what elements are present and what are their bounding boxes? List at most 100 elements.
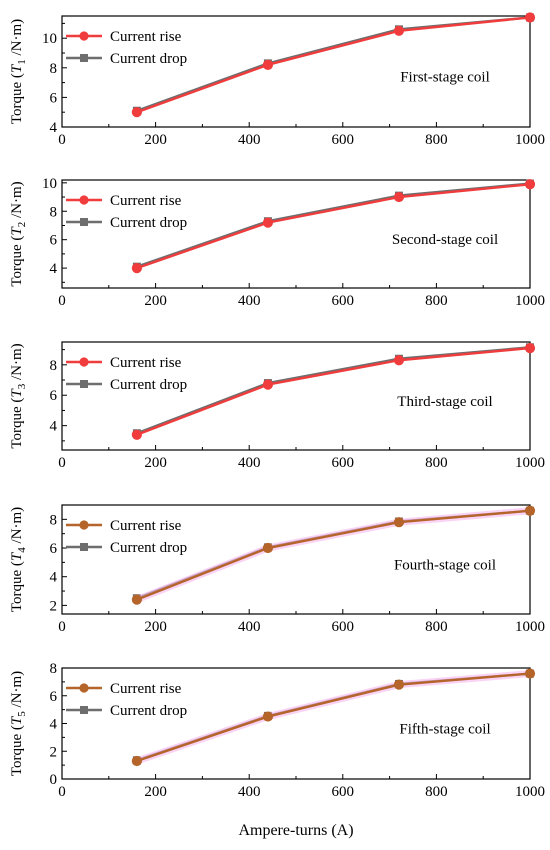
legend-marker [79, 683, 89, 693]
x-tick-label: 200 [144, 132, 167, 148]
series-line-current-rise [136, 346, 531, 436]
series-line-current-rise [136, 672, 531, 763]
x-tick-label: 1000 [515, 455, 545, 471]
series-line-current-rise [136, 509, 531, 601]
series-line-current-drop [136, 672, 531, 762]
x-tick-label: 200 [144, 619, 167, 635]
x-tick-label: 400 [238, 293, 261, 309]
legend-marker [80, 706, 88, 714]
y-tick-label: 6 [50, 541, 58, 557]
panel-4: 0 200 400 600 800 1000 2 4 6 8 Torque (T4 /N·m) Cur… [9, 504, 545, 635]
x-tick-label: 200 [144, 455, 167, 471]
panel-annotation: Third-stage coil [397, 394, 492, 410]
legend-label: Current drop [110, 377, 187, 393]
point-current-rise [524, 179, 536, 190]
point-current-rise [262, 379, 274, 390]
legend-label: Current rise [110, 518, 182, 534]
point-current-rise [524, 342, 536, 354]
x-tick-label: 800 [425, 619, 448, 635]
point-current-rise [393, 679, 405, 690]
point-current-rise [262, 217, 274, 228]
x-tick-label: 400 [238, 784, 261, 800]
legend-label: Current rise [110, 193, 182, 209]
point-current-rise [131, 594, 142, 605]
y-tick-label: 10 [42, 176, 57, 192]
y-tick-label: 4 [50, 419, 58, 435]
series-line-current-drop [136, 182, 531, 268]
y-tick-label: 4 [50, 261, 58, 277]
x-tick-label: 400 [238, 132, 261, 148]
x-tick-label: 0 [58, 619, 66, 635]
legend-marker [79, 357, 89, 367]
series-line-current-drop [136, 16, 531, 112]
point-current-rise [393, 355, 405, 366]
x-tick-label: 200 [144, 293, 167, 309]
x-tick-label: 400 [238, 619, 261, 635]
point-current-rise [393, 191, 405, 203]
x-tick-label: 1000 [515, 132, 545, 148]
legend-label: Current rise [110, 29, 182, 45]
point-current-rise [262, 711, 274, 722]
x-tick-label: 600 [332, 619, 355, 635]
legend-label: Current rise [110, 681, 182, 697]
point-current-rise [524, 12, 536, 23]
panel-annotation: First-stage coil [400, 70, 490, 86]
legend-marker [79, 195, 89, 205]
series-line-current-drop [136, 346, 531, 435]
point-current-rise [262, 59, 274, 70]
legend-label: Current drop [110, 51, 187, 67]
x-tick-label: 600 [332, 293, 355, 309]
series-line-current-drop [136, 509, 531, 600]
series-line-current-rise [136, 183, 531, 270]
panel-annotation: Fourth-stage coil [394, 558, 496, 574]
y-axis-label: Torque (T3 /N·m) [9, 343, 28, 448]
legend-label: Current drop [110, 540, 187, 556]
x-tick-label: 0 [58, 132, 66, 148]
y-axis-label: Torque (T4 /N·m) [9, 507, 28, 612]
y-tick-label: 6 [50, 233, 58, 249]
legend-marker [80, 380, 88, 388]
panel-2: 0 200 400 600 800 1000 4 6 8 10 Torque (T2 /N·m) Cu… [9, 176, 545, 309]
x-tick-label: 800 [425, 455, 448, 471]
y-tick-label: 6 [50, 388, 58, 404]
x-tick-label: 600 [332, 455, 355, 471]
y-axis-label: Torque (T5 /N·m) [9, 671, 28, 776]
x-tick-label: 0 [58, 455, 66, 471]
series-glow [135, 670, 531, 765]
panel-annotation: Fifth-stage coil [399, 722, 490, 738]
x-tick-label: 1000 [515, 784, 545, 800]
x-axis-label: Ampere-turns (A) [238, 822, 353, 839]
x-tick-label: 800 [425, 784, 448, 800]
y-tick-label: 8 [50, 358, 58, 374]
y-tick-label: 8 [50, 61, 58, 77]
y-tick-label: 8 [50, 204, 58, 220]
y-tick-label: 8 [50, 512, 58, 528]
y-tick-label: 6 [50, 689, 58, 705]
y-tick-label: 0 [50, 772, 58, 788]
legend-label: Current drop [110, 703, 187, 719]
point-current-rise [524, 668, 536, 679]
legend-marker [80, 543, 88, 551]
panel-annotation: Second-stage coil [392, 232, 498, 248]
y-tick-label: 10 [42, 31, 57, 47]
y-tick-label: 4 [50, 570, 58, 586]
x-tick-label: 800 [425, 293, 448, 309]
y-tick-label: 6 [50, 90, 58, 106]
x-tick-label: 400 [238, 455, 261, 471]
panel-3: 0 200 400 600 800 1000 4 6 8 Torque (T3 /N·m) Curr… [9, 341, 545, 471]
x-tick-label: 800 [425, 132, 448, 148]
x-tick-label: 200 [144, 784, 167, 800]
panel-5: 0 200 400 600 800 1000 0 2 4 6 8 Torque (T5 /N·m) Cu… [9, 661, 545, 839]
y-tick-label: 4 [50, 120, 58, 136]
y-tick-label: 2 [50, 744, 58, 760]
legend-marker [79, 31, 89, 41]
x-tick-label: 1000 [515, 293, 545, 309]
legend-label: Current drop [110, 215, 187, 231]
y-tick-label: 8 [50, 661, 58, 677]
point-current-rise [131, 107, 142, 118]
point-current-rise [393, 25, 405, 36]
point-current-rise [131, 263, 142, 274]
point-current-rise [131, 755, 142, 767]
